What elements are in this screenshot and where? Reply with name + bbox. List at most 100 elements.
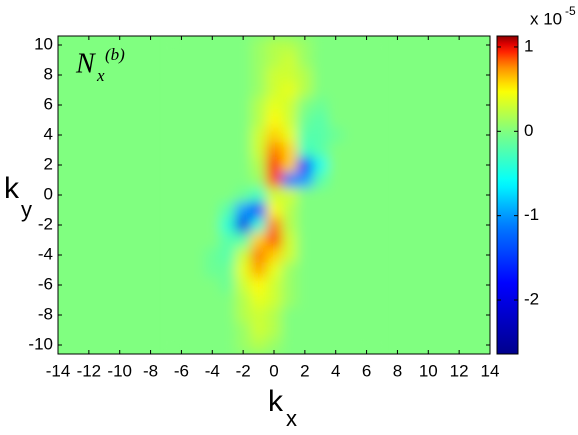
heatmap-cell — [266, 322, 283, 338]
heatmap-cell — [220, 232, 236, 248]
heatmap-cell — [297, 262, 314, 278]
heatmap-cell — [220, 337, 236, 353]
heatmap-cell — [220, 112, 236, 128]
heatmap-cell — [312, 232, 329, 248]
heatmap-cell — [312, 127, 329, 143]
heatmap-cell — [220, 187, 236, 203]
heatmap-cell — [358, 97, 375, 113]
heatmap-cell — [312, 97, 329, 113]
heatmap-cell — [250, 127, 267, 143]
heatmap-cell — [204, 82, 221, 98]
heatmap-cell — [204, 262, 221, 278]
heatmap-cell — [204, 37, 221, 53]
heatmap-cell — [358, 67, 375, 83]
heatmap-cell — [358, 82, 375, 98]
colorbar-tick-label: -2 — [524, 290, 539, 309]
heatmap-cell — [220, 97, 236, 113]
heatmap-cell — [173, 142, 190, 158]
heatmap-cell — [343, 292, 360, 308]
heatmap-cell — [189, 262, 206, 278]
heatmap-cell — [204, 202, 221, 218]
heatmap-cell — [204, 52, 221, 68]
heatmap-cell — [250, 292, 267, 308]
heatmap-cell — [204, 187, 221, 203]
heatmap-cell — [173, 247, 190, 263]
heatmap-cell — [281, 172, 298, 188]
heatmap-cell — [220, 172, 236, 188]
heatmap-cell — [358, 172, 375, 188]
heatmap-cell — [266, 37, 283, 53]
heatmap-cell — [281, 337, 298, 353]
heatmap-cell — [297, 67, 314, 83]
heatmap-cell — [220, 157, 236, 173]
heatmap-cell — [297, 247, 314, 263]
heatmap-cell — [250, 187, 267, 203]
heatmap-cell — [204, 67, 221, 83]
heatmap-cell — [204, 292, 221, 308]
heatmap-cell — [312, 112, 329, 128]
heatmap-cell — [189, 37, 206, 53]
heatmap-cell — [189, 337, 206, 353]
heatmap-cell — [220, 52, 236, 68]
heatmap-cell — [343, 112, 360, 128]
heatmap-cell — [250, 172, 267, 188]
heatmap-cell — [328, 52, 344, 68]
heatmap-cell — [328, 97, 344, 113]
heatmap-cell — [173, 127, 190, 143]
heatmap-cell — [250, 217, 267, 233]
heatmap-cell — [173, 262, 190, 278]
heatmap-cell — [281, 52, 298, 68]
heatmap-cell — [235, 292, 252, 308]
heatmap-cell — [189, 247, 206, 263]
heatmap-cell — [235, 277, 252, 293]
heatmap-cell — [173, 217, 190, 233]
heatmap-cell — [297, 112, 314, 128]
x-tick-label: 12 — [450, 361, 469, 380]
x-tick-label: 6 — [362, 361, 371, 380]
heatmap-cell — [297, 307, 314, 323]
heatmap-cell — [250, 67, 267, 83]
heatmap-cell — [189, 142, 206, 158]
heatmap-cell — [312, 307, 329, 323]
heatmap-cell — [204, 232, 221, 248]
heatmap-cell — [250, 232, 267, 248]
heatmap-cell — [281, 187, 298, 203]
heatmap-cell — [297, 292, 314, 308]
heatmap-cell — [312, 52, 329, 68]
heatmap-cell — [358, 157, 375, 173]
heatmap-cell — [189, 112, 206, 128]
heatmap-cell — [343, 307, 360, 323]
heatmap-cell — [297, 142, 314, 158]
heatmap-cell — [328, 277, 344, 293]
colorbar-exponent: -5 — [565, 4, 576, 18]
heatmap-cell — [358, 202, 375, 218]
heatmap-cell — [235, 232, 252, 248]
x-tick-label: -6 — [174, 361, 189, 380]
heatmap-cell — [312, 217, 329, 233]
heatmap-cell — [220, 292, 236, 308]
heatmap-cell — [358, 142, 375, 158]
y-tick-label: 6 — [44, 94, 53, 113]
heatmap-cell — [328, 217, 344, 233]
heatmap-cell — [281, 217, 298, 233]
heatmap-cell — [250, 247, 267, 263]
heatmap — [173, 37, 375, 353]
heatmap-cell — [204, 112, 221, 128]
heatmap-cell — [343, 322, 360, 338]
heatmap-cell — [343, 97, 360, 113]
heatmap-cell — [173, 157, 190, 173]
heatmap-cell — [328, 322, 344, 338]
heatmap-cell — [173, 292, 190, 308]
heatmap-cell — [281, 247, 298, 263]
heatmap-cell — [358, 52, 375, 68]
heatmap-cell — [281, 157, 298, 173]
heatmap-cell — [328, 202, 344, 218]
heatmap-cell — [189, 232, 206, 248]
heatmap-cell — [358, 322, 375, 338]
heatmap-cell — [343, 127, 360, 143]
y-tick-label: -10 — [28, 334, 53, 353]
heatmap-cell — [173, 172, 190, 188]
heatmap-cell — [220, 322, 236, 338]
heatmap-cell — [343, 247, 360, 263]
heatmap-cell — [235, 247, 252, 263]
